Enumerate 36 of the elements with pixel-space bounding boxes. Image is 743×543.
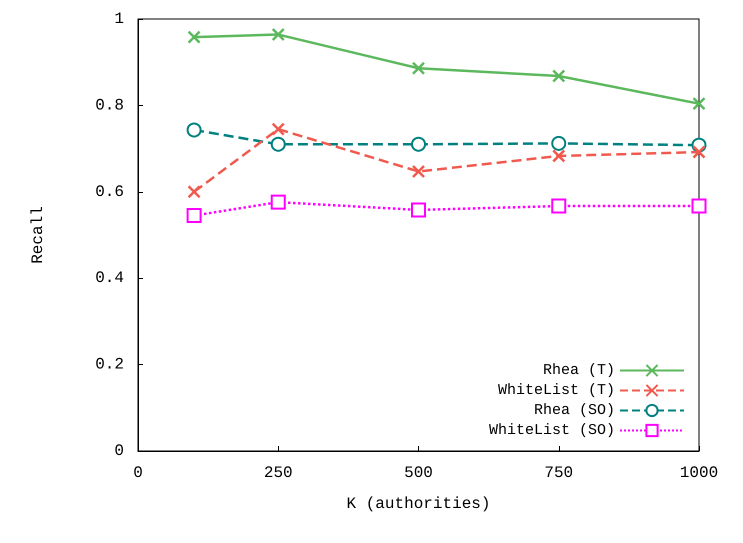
legend-label: Rhea (T) xyxy=(542,362,615,379)
point xyxy=(412,62,426,75)
legend-label: Rhea (SO) xyxy=(534,402,615,419)
y-axis-title: Recall xyxy=(29,206,47,264)
point xyxy=(552,149,566,163)
point xyxy=(692,198,706,214)
x-tick-label: 750 xyxy=(544,464,574,482)
point xyxy=(551,198,566,214)
point xyxy=(692,145,706,159)
point xyxy=(187,185,201,199)
point xyxy=(412,164,426,178)
point xyxy=(187,30,201,44)
y-tick-label: 0 xyxy=(114,442,124,460)
y-tick-label: 0.8 xyxy=(95,96,124,114)
point xyxy=(272,28,285,42)
point xyxy=(270,194,286,210)
point xyxy=(186,122,202,138)
x-axis-title: K (authorities) xyxy=(346,495,491,513)
y-tick-label: 1 xyxy=(114,10,124,28)
point xyxy=(272,122,285,136)
legend-label: WhiteList (SO) xyxy=(488,422,615,439)
y-tick-label: 0.4 xyxy=(95,269,124,288)
point xyxy=(411,136,426,152)
y-tick-label: 0.6 xyxy=(95,182,124,201)
x-tick-label: 0 xyxy=(133,464,143,482)
x-tick-label: 500 xyxy=(404,464,433,482)
legend-label: WhiteList (T) xyxy=(498,382,615,399)
point xyxy=(552,69,566,83)
x-tick-label: 250 xyxy=(264,464,293,482)
point xyxy=(186,208,202,224)
y-tick-label: 0.2 xyxy=(95,356,124,374)
point xyxy=(692,96,706,110)
point xyxy=(411,202,426,218)
x-tick-label: 1000 xyxy=(680,464,718,482)
point xyxy=(551,136,566,151)
point xyxy=(270,136,286,152)
